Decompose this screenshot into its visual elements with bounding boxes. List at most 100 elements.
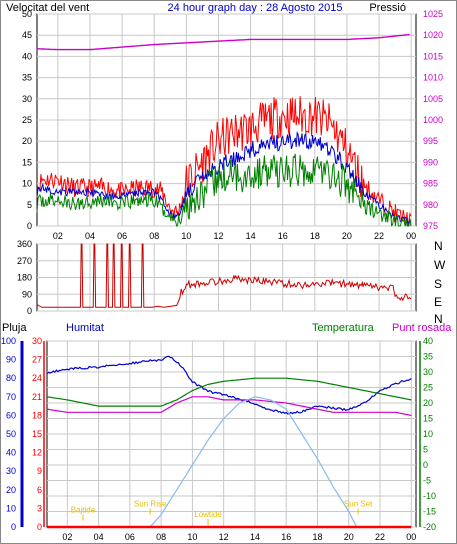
- wind-speed-label: Velocitat del vent: [6, 2, 89, 14]
- x-tick-label: 16: [278, 231, 288, 241]
- direction-y-tick-label: 180: [17, 273, 32, 283]
- x-tick-label: 00: [406, 231, 416, 241]
- x-tick-label: 02: [62, 532, 72, 542]
- direction-y-tick-label: 90: [22, 289, 32, 299]
- x-tick-label: 12: [213, 231, 223, 241]
- x-tick-label: 06: [117, 231, 127, 241]
- wind-y-tick-label: 0: [27, 221, 32, 231]
- rain-y-tick-label: 9: [37, 466, 42, 476]
- compass-e: E: [434, 295, 442, 309]
- humidity-y-tick-label: 40: [6, 448, 16, 458]
- pressure-y-tick-label: 1015: [423, 51, 443, 61]
- marker-label-sun_set: Sun Set: [344, 500, 373, 509]
- x-tick-label: 20: [342, 231, 352, 241]
- temp-series-humidity: [46, 355, 412, 415]
- wind-series-pressure: [37, 33, 410, 51]
- temperature-humidity-panel: -20 -15 -10 -5 0 5 10 15 20 25 30 35 40 0 3 6 9 12 15 18 21 2…: [1, 336, 436, 542]
- pressure-label: Pressió: [369, 2, 406, 14]
- pressure-y-tick-label: 1025: [423, 9, 443, 19]
- temp-y-tick-label: 30: [423, 367, 433, 377]
- x-tick-label: 06: [125, 532, 135, 542]
- direction-y-tick-label: 270: [17, 256, 32, 266]
- wind-series-speed: [36, 131, 412, 226]
- x-tick-label: 16: [281, 532, 291, 542]
- wind-y-tick-label: 45: [22, 30, 32, 40]
- pressure-y-tick-label: 980: [423, 200, 438, 210]
- rain-y-tick-label: 15: [32, 429, 42, 439]
- x-tick-label: 10: [181, 231, 191, 241]
- temp-series-dewpoint: [46, 396, 412, 416]
- wind-y-tick-label: 15: [22, 157, 32, 167]
- temp-y-tick-label: -15: [423, 507, 436, 517]
- x-tick-label: 04: [94, 532, 104, 542]
- wind-direction-panel: 0 90 180 270 360: [17, 239, 417, 316]
- x-tick-label: 00: [406, 532, 416, 542]
- humidity-y-tick-label: 50: [6, 429, 16, 439]
- compass-n-top: N: [434, 239, 443, 253]
- wind-series-gust: [36, 96, 412, 227]
- wind-y-tick-label: 30: [22, 94, 32, 104]
- pressure-y-tick-label: 1010: [423, 73, 443, 83]
- rain-y-tick-label: 21: [32, 392, 42, 402]
- temp-y-tick-label: 15: [423, 414, 433, 424]
- rain-y-tick-label: 18: [32, 410, 42, 420]
- x-tick-label: 18: [310, 231, 320, 241]
- compass-n-bottom: N: [434, 312, 443, 326]
- x-tick-label: 20: [344, 532, 354, 542]
- x-tick-label: 18: [312, 532, 322, 542]
- pressure-y-tick-label: 995: [423, 136, 438, 146]
- pressure-y-tick-label: 1000: [423, 115, 443, 125]
- x-tick-label: 10: [187, 532, 197, 542]
- temp-y-tick-label: 20: [423, 398, 433, 408]
- pressure-y-tick-label: 990: [423, 157, 438, 167]
- x-tick-label: 02: [53, 231, 63, 241]
- temp-y-tick-label: -10: [423, 491, 436, 501]
- marker-label-high_tide: Bajtide: [71, 506, 96, 515]
- x-tick-label: 14: [246, 231, 256, 241]
- marker-label-sun_rise: Sun Rise: [134, 500, 167, 509]
- humidity-y-tick-label: 100: [1, 336, 16, 346]
- direction-y-tick-label: 0: [27, 306, 32, 316]
- x-tick-label: 04: [85, 231, 95, 241]
- temp-y-tick-label: 10: [423, 429, 433, 439]
- x-tick-label: 12: [219, 532, 229, 542]
- legend-humidity: Humitat: [66, 322, 104, 334]
- humidity-y-tick-label: 70: [6, 392, 16, 402]
- rain-y-tick-label: 24: [32, 373, 42, 383]
- wind-panel: 0510152025303540455097598098599099510001…: [22, 9, 443, 241]
- temp-series-solar: [149, 396, 358, 528]
- pressure-y-tick-label: 985: [423, 179, 438, 189]
- x-tick-label: 14: [250, 532, 260, 542]
- rain-y-tick-label: 0: [37, 522, 42, 532]
- legend-temperature: Temperatura: [312, 322, 375, 334]
- temp-y-tick-label: 25: [423, 383, 433, 393]
- pressure-y-tick-label: 1020: [423, 30, 443, 40]
- pressure-y-tick-label: 1005: [423, 94, 443, 104]
- temp-y-tick-label: 0: [423, 460, 428, 470]
- rain-y-tick-label: 6: [37, 485, 42, 495]
- pressure-y-tick-label: 975: [423, 221, 438, 231]
- temp-y-tick-label: 40: [423, 336, 433, 346]
- temp-series-temperature: [46, 377, 412, 407]
- wind-series-avg: [36, 153, 412, 227]
- legend-dewpoint: Punt rosada: [392, 322, 452, 334]
- temp-y-tick-label: 35: [423, 352, 433, 362]
- x-tick-label: 22: [375, 532, 385, 542]
- rain-y-tick-label: 27: [32, 355, 42, 365]
- humidity-y-tick-label: 20: [6, 485, 16, 495]
- rain-y-tick-label: 3: [37, 503, 42, 513]
- direction-series: [36, 243, 412, 308]
- wind-y-tick-label: 35: [22, 73, 32, 83]
- x-tick-label: 22: [374, 231, 384, 241]
- wind-y-tick-label: 25: [22, 115, 32, 125]
- rain-y-tick-label: 12: [32, 448, 42, 458]
- temp-y-tick-label: -20: [423, 522, 436, 532]
- marker-label-low_tide: Lowtide: [194, 510, 222, 519]
- humidity-y-tick-label: 90: [6, 355, 16, 365]
- legend-rain: Pluja: [2, 322, 27, 334]
- wind-y-tick-label: 5: [27, 200, 32, 210]
- compass-w: W: [434, 258, 446, 272]
- compass-s: S: [434, 277, 442, 291]
- direction-y-tick-label: 360: [17, 239, 32, 249]
